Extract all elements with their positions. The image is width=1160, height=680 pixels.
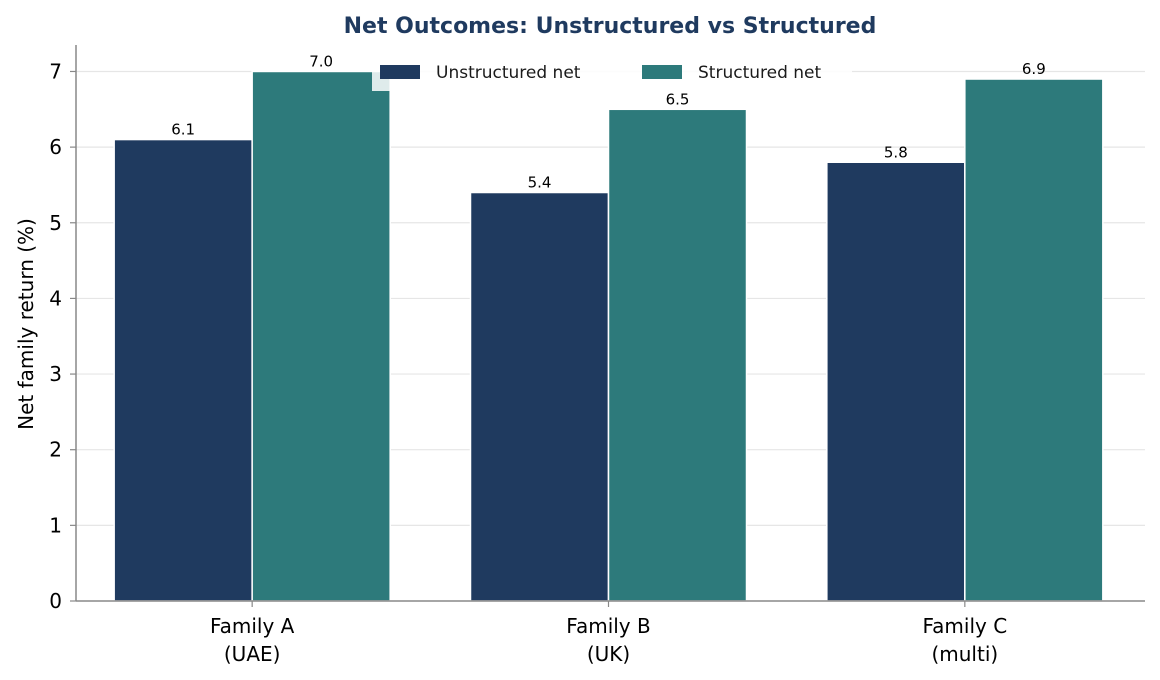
data-labels: 6.1 7.0 5.4 6.5 5.8 6.9 — [171, 52, 1046, 191]
y-tick-label: 1 — [49, 513, 62, 537]
bar — [607, 108, 748, 602]
y-axis-label: Net family return (%) — [14, 218, 38, 430]
legend-background — [372, 55, 852, 91]
x-tick-label: Family A (UAE) — [210, 614, 295, 666]
chart-title: Net Outcomes: Unstructured vs Structured — [344, 14, 877, 39]
y-tick-label: 0 — [49, 589, 62, 613]
legend-label: Unstructured net — [436, 63, 581, 83]
axes: 0 1 2 3 4 5 6 7 Family A (UAE) Family B (UK) Family … — [49, 45, 1145, 666]
legend-label: Structured net — [698, 63, 822, 83]
bar — [113, 138, 253, 602]
y-tick-label: 5 — [49, 211, 62, 235]
y-tick-label: 3 — [49, 362, 62, 386]
y-tick-label: 4 — [49, 286, 62, 310]
data-label: 5.4 — [528, 174, 552, 192]
data-label: 6.5 — [666, 90, 690, 108]
bar — [826, 161, 966, 602]
data-label: 5.8 — [884, 143, 908, 161]
x-tick-label: Family B (UK) — [566, 614, 650, 666]
y-tick-label: 6 — [49, 135, 62, 159]
bar — [964, 78, 1104, 602]
bar — [251, 70, 391, 602]
bar — [469, 191, 610, 602]
data-label: 6.1 — [171, 121, 195, 139]
data-label: 7.0 — [309, 52, 333, 70]
y-tick-label: 2 — [49, 438, 62, 462]
y-tick-label: 7 — [49, 59, 62, 83]
legend-swatch — [380, 65, 420, 79]
legend: Unstructured net Structured net — [372, 55, 852, 91]
bars — [113, 70, 1104, 602]
legend-swatch — [642, 65, 682, 79]
x-tick-label: Family C (multi) — [922, 614, 1007, 666]
data-label: 6.9 — [1022, 60, 1046, 78]
